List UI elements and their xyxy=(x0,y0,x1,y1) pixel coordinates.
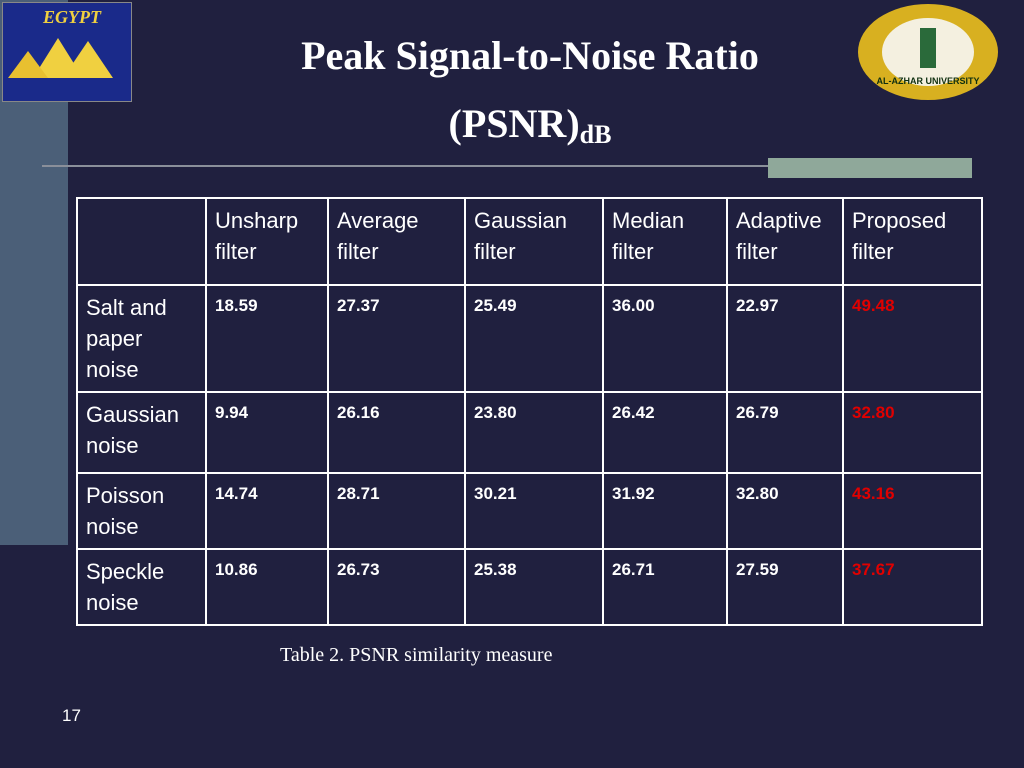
column-header: Unsharp filter xyxy=(205,197,329,286)
table-row: Salt and paper noise 18.59 27.37 25.49 36.00… xyxy=(76,284,983,393)
column-header: Adaptive filter xyxy=(726,197,844,286)
row-label: Salt and paper noise xyxy=(76,284,207,393)
title: Peak Signal-to-Noise Ratio (PSNR)dB xyxy=(180,22,880,169)
pyramids xyxy=(8,38,113,78)
value-cell: 25.38 xyxy=(464,548,604,626)
value-cell: 18.59 xyxy=(205,284,329,393)
title-text: (PSNR) xyxy=(448,101,580,146)
row-label: Poisson noise xyxy=(76,472,207,550)
table-row: Gaussian noise 9.94 26.16 23.80 26.42 26.79 32… xyxy=(76,391,983,474)
value-cell: 9.94 xyxy=(205,391,329,474)
logo-left: EGYPT xyxy=(2,2,132,102)
value-cell: 22.97 xyxy=(726,284,844,393)
value-cell: 27.37 xyxy=(327,284,466,393)
title-subscript: dB xyxy=(579,120,612,149)
logo-text: EGYPT xyxy=(43,7,101,27)
value-cell: 10.86 xyxy=(205,548,329,626)
table-row: Poisson noise 14.74 28.71 30.21 31.92 32.80 43… xyxy=(76,472,983,550)
column-header: Proposed filter xyxy=(842,197,983,286)
value-cell: 23.80 xyxy=(464,391,604,474)
title-line: (PSNR)dB xyxy=(180,90,880,169)
value-cell: 26.79 xyxy=(726,391,844,474)
value-cell: 26.73 xyxy=(327,548,466,626)
logo-right: AL-AZHAR UNIVERSITY xyxy=(858,4,998,100)
value-cell: 26.71 xyxy=(602,548,728,626)
value-cell: 25.49 xyxy=(464,284,604,393)
row-label: Gaussian noise xyxy=(76,391,207,474)
value-cell: 49.48 xyxy=(842,284,983,393)
value-cell: 28.71 xyxy=(327,472,466,550)
column-header: Average filter xyxy=(327,197,466,286)
value-cell: 14.74 xyxy=(205,472,329,550)
divider xyxy=(42,165,972,167)
value-cell: 37.67 xyxy=(842,548,983,626)
value-cell: 26.42 xyxy=(602,391,728,474)
value-cell: 26.16 xyxy=(327,391,466,474)
logo-text: AL-AZHAR UNIVERSITY xyxy=(876,76,980,86)
header-row: Unsharp filter Average filter Gaussian fil… xyxy=(76,197,983,286)
title-line: Peak Signal-to-Noise Ratio xyxy=(301,33,759,78)
value-cell: 43.16 xyxy=(842,472,983,550)
emblem xyxy=(882,18,974,86)
column-header: Median filter xyxy=(602,197,728,286)
row-label: Speckle noise xyxy=(76,548,207,626)
accent-bar xyxy=(768,158,972,178)
value-cell: 31.92 xyxy=(602,472,728,550)
column-header: Gaussian filter xyxy=(464,197,604,286)
table-row: Speckle noise 10.86 26.73 25.38 26.71 27.59 37… xyxy=(76,548,983,626)
value-cell: 36.00 xyxy=(602,284,728,393)
psnr-table: Unsharp filter Average filter Gaussian fil… xyxy=(76,197,983,626)
value-cell: 32.80 xyxy=(726,472,844,550)
value-cell: 32.80 xyxy=(842,391,983,474)
caption: Table 2. PSNR similarity measure xyxy=(280,644,553,666)
value-cell: 27.59 xyxy=(726,548,844,626)
page-number: 17 xyxy=(62,706,81,725)
corner-cell xyxy=(76,197,207,286)
value-cell: 30.21 xyxy=(464,472,604,550)
